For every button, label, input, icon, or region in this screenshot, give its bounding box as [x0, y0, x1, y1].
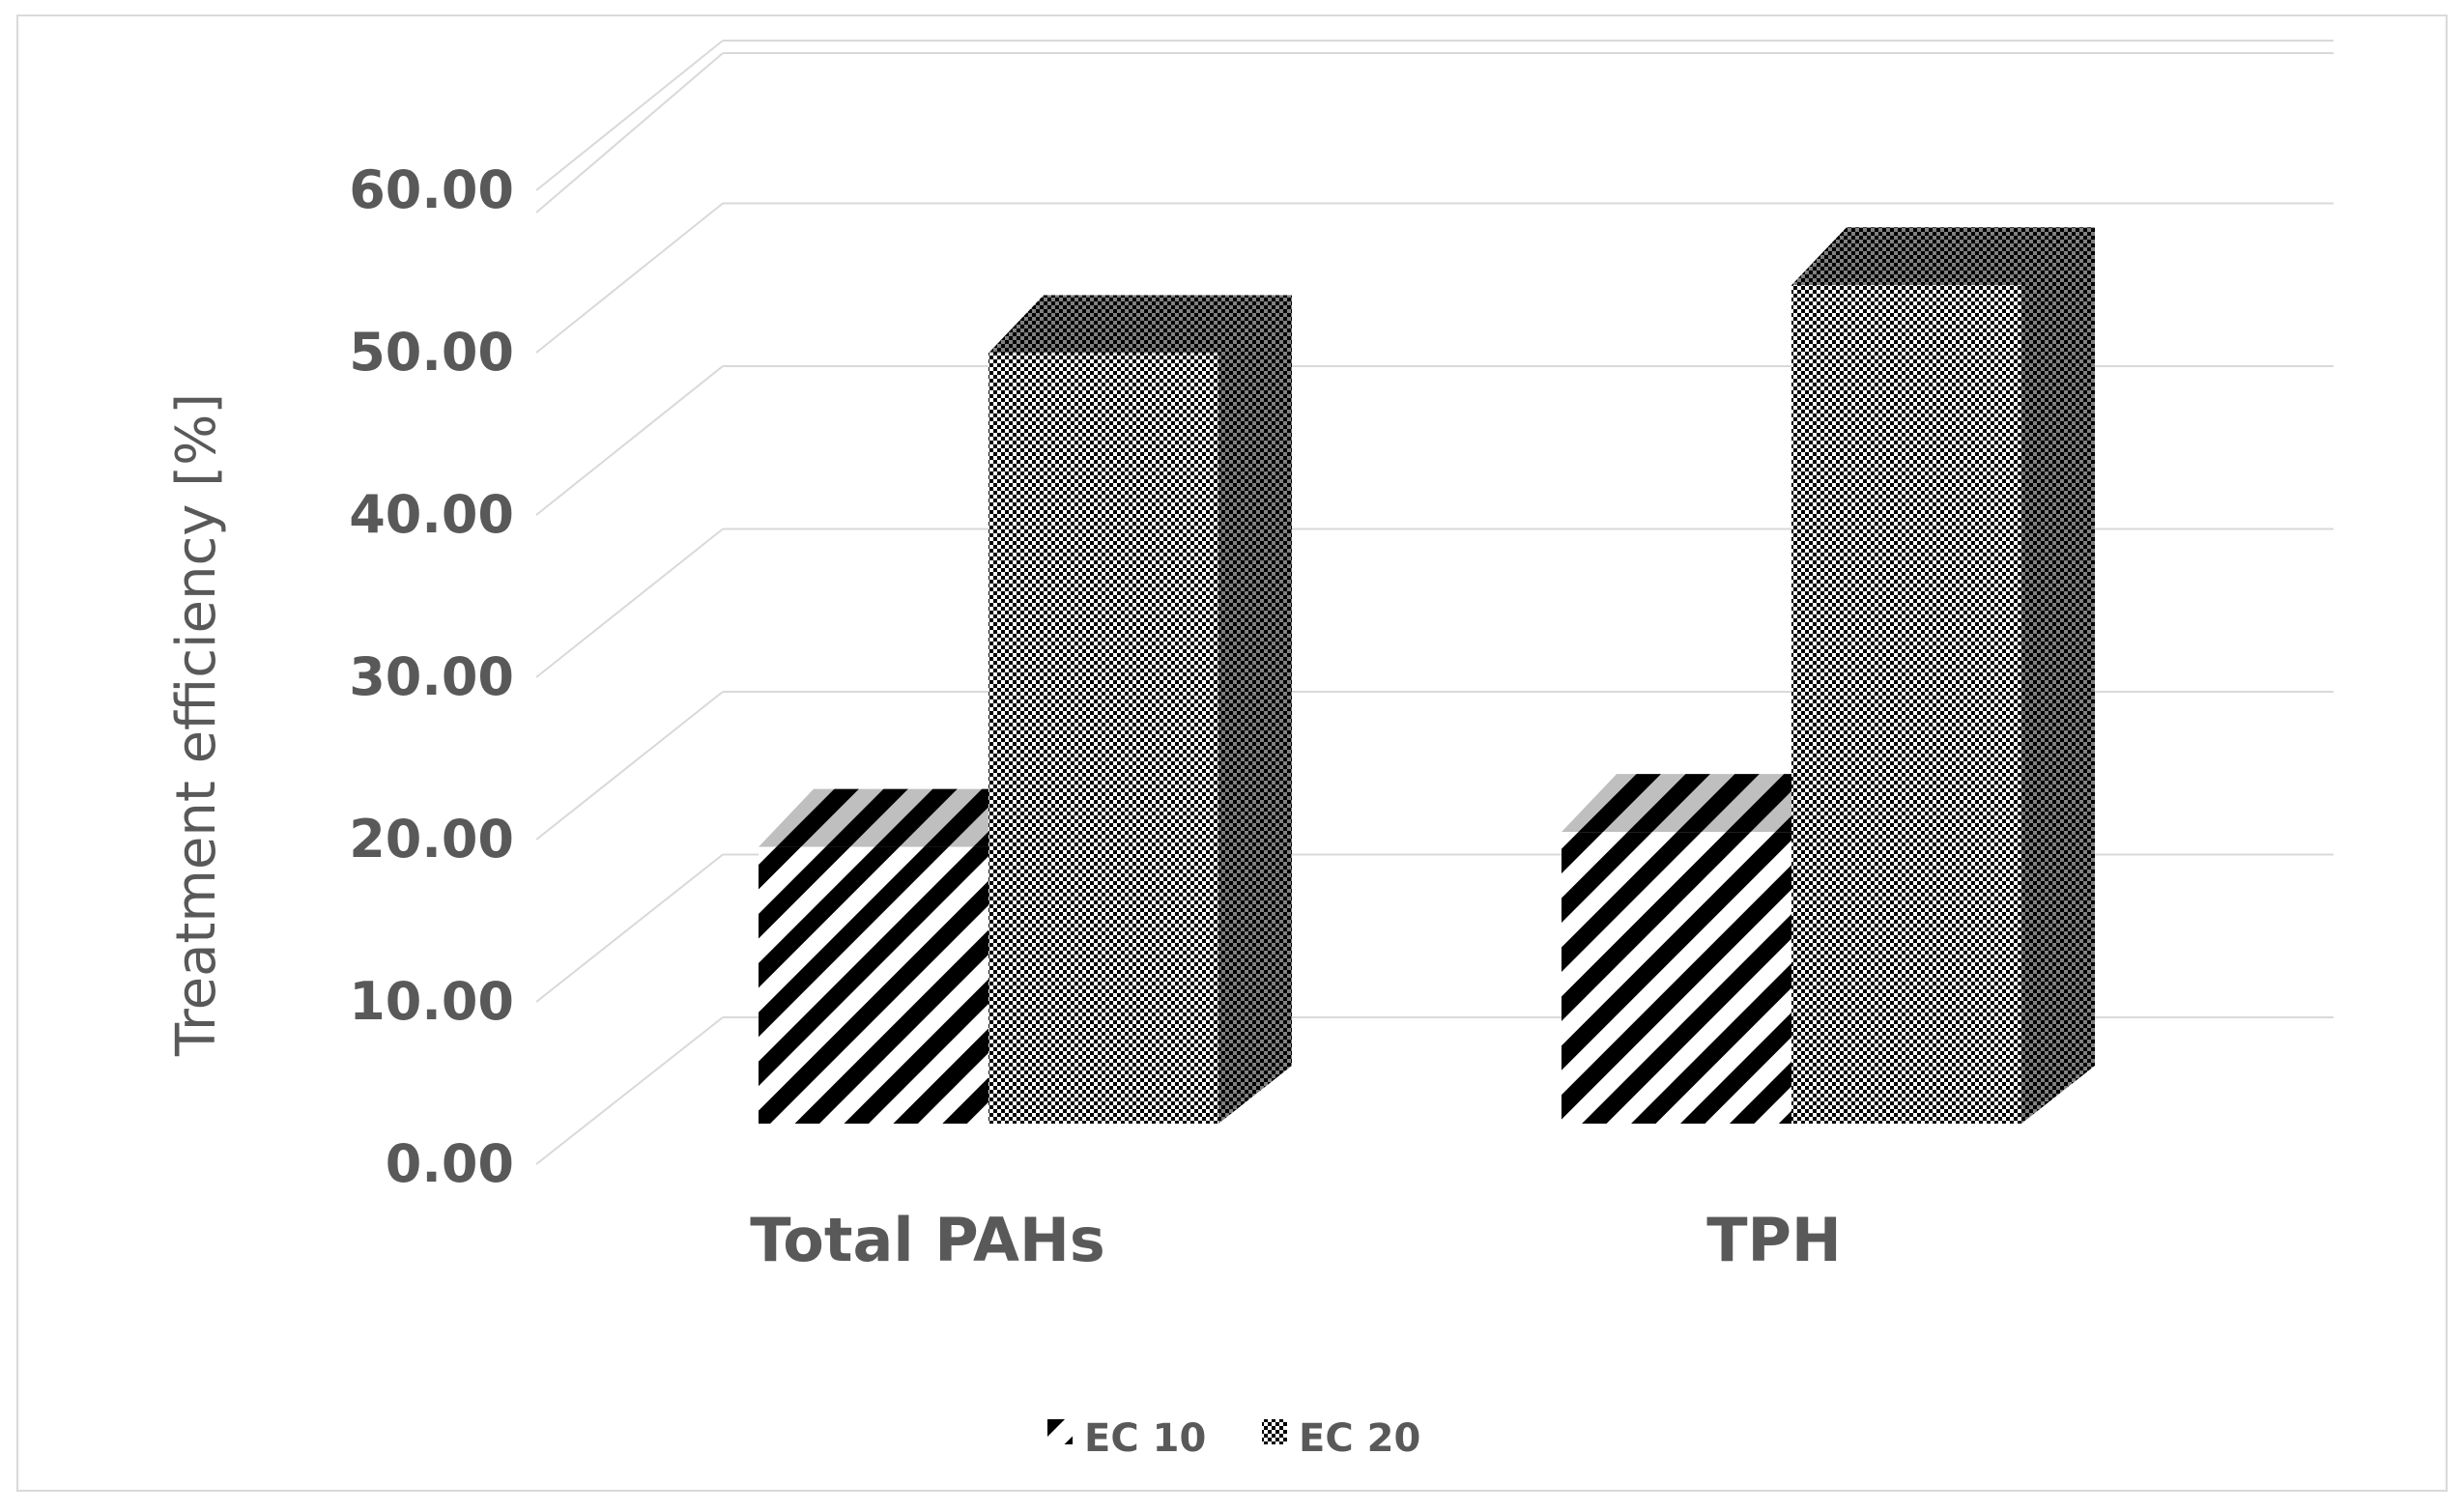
legend-swatch-ec10 [1047, 1419, 1073, 1444]
bar-ec20-tph [1791, 285, 2021, 1125]
bar-ec10-tph-top [1561, 774, 1865, 833]
gridline-diagonal [535, 52, 724, 214]
gridline-diagonal [535, 202, 724, 354]
gridline-diagonal [535, 528, 724, 678]
bar-ec20-tph-side [2021, 227, 2095, 1124]
y-tick-label: 60.00 [349, 159, 514, 220]
y-axis-ticks: 0.00 10.00 20.00 30.00 40.00 50.00 60.00 [349, 159, 514, 1194]
gridline-diagonal [535, 1016, 724, 1165]
gridline-diagonal [535, 691, 724, 841]
x-category-label: Total PAHs [750, 1205, 1105, 1275]
y-tick-label: 40.00 [349, 484, 514, 545]
x-axis-categories: Total PAHs TPH [750, 1205, 1842, 1275]
bar-ec10-tph [1561, 832, 1791, 1124]
legend: EC 10 EC 20 [1047, 1416, 1420, 1461]
y-tick-label: 20.00 [349, 809, 514, 870]
gridline-diagonal [535, 40, 724, 191]
bar-ec20-total-pahs-side [1218, 295, 1292, 1124]
bar-ec20-total-pahs-top [988, 295, 1292, 354]
x-category-label: TPH [1706, 1205, 1842, 1275]
legend-label-ec10: EC 10 [1084, 1416, 1206, 1461]
bar-ec10-total-pahs [759, 846, 988, 1124]
legend-label-ec20: EC 20 [1299, 1416, 1420, 1461]
bar-ec10-total-pahs-top [759, 788, 1062, 847]
bar-ec20-total-pahs [988, 353, 1218, 1124]
legend-swatch-ec20 [1262, 1419, 1287, 1444]
gridline-diagonal [535, 365, 724, 516]
legend-item-ec10: EC 10 [1047, 1416, 1206, 1461]
gridline-diagonal [535, 853, 724, 1003]
bars [759, 227, 2095, 1125]
y-tick-label: 50.00 [349, 322, 514, 383]
y-tick-label: 30.00 [349, 646, 514, 707]
y-axis-title: Treatment efficiency [%] [165, 393, 228, 1057]
legend-item-ec20: EC 20 [1262, 1416, 1420, 1461]
bar-ec20-tph-top [1791, 227, 2095, 286]
y-tick-label: 0.00 [386, 1133, 514, 1194]
y-tick-label: 10.00 [349, 971, 514, 1032]
